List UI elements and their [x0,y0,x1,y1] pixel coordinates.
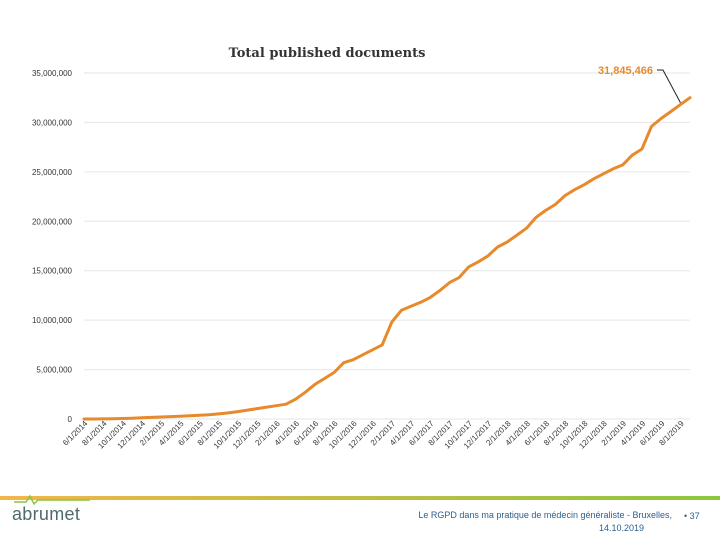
y-tick-label: 25,000,000 [32,168,73,177]
x-axis-ticks: 6/1/20148/1/201410/1/201412/1/20142/1/20… [61,419,686,451]
logo-text: abrumet [12,504,81,524]
y-axis-ticks: 0 5,000,000 10,000,000 15,000,000 20,000,000… [32,69,73,424]
footer-caption: Le RGPD dans ma pratique de médecin géné… [372,509,672,535]
footer-caption-line1: Le RGPD dans ma pratique de médecin géné… [418,510,672,520]
y-tick-label: 5,000,000 [36,366,72,375]
y-tick-label: 0 [68,415,73,424]
footer-bullet: • [684,511,688,521]
footer-caption-line2: 14.10.2019 [598,523,644,533]
y-tick-label: 35,000,000 [32,69,73,78]
y-tick-label: 20,000,000 [32,217,73,226]
series-line [82,96,692,421]
annotation-leader-line [657,69,681,103]
page-number-value: 37 [689,511,700,521]
logo-wave-icon [14,494,90,506]
abrumet-logo: abrumet [12,492,102,528]
gridlines [84,72,690,420]
chart: Total published documents 0 5,000,000 10,0… [32,46,692,451]
footer-divider [0,496,720,500]
y-tick-label: 15,000,000 [32,267,73,276]
series-group [82,96,692,421]
page-number: • 37 [684,511,700,521]
y-tick-label: 30,000,000 [32,118,73,127]
chart-title: Total published documents [229,46,426,61]
y-tick-label: 10,000,000 [32,316,73,325]
annotation-label: 31,845,466 [598,65,653,77]
annotation-group: 31,845,466 [598,65,681,103]
